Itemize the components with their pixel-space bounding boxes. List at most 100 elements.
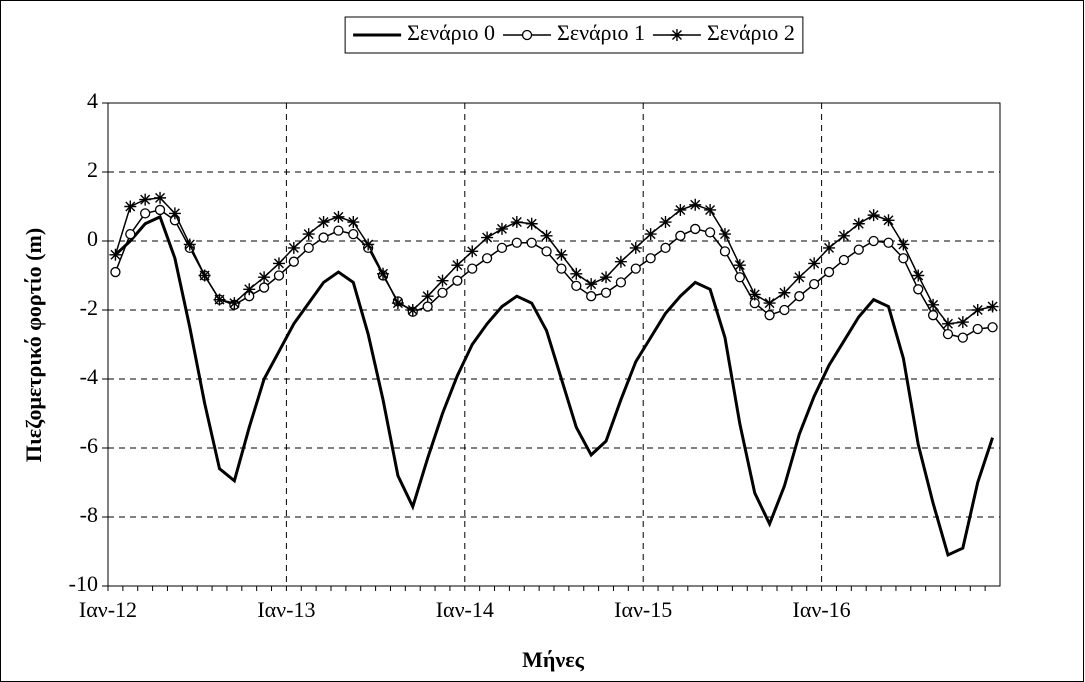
y-tick-label: -6	[80, 433, 98, 458]
marker	[838, 254, 850, 266]
marker	[629, 241, 642, 254]
legend-item: Σενάριο 0	[353, 20, 495, 45]
marker	[525, 217, 538, 230]
marker	[109, 248, 122, 261]
marker	[972, 323, 983, 335]
legend-item: Σενάριο 1	[503, 20, 645, 45]
marker	[183, 238, 196, 251]
marker	[556, 263, 567, 274]
marker	[228, 297, 241, 310]
marker	[867, 209, 880, 222]
marker	[377, 267, 390, 280]
x-tick-label: Ιαν-12	[79, 597, 137, 622]
y-tick-label: -10	[69, 571, 98, 596]
marker	[764, 310, 775, 321]
marker	[139, 193, 152, 206]
marker	[481, 231, 494, 244]
x-axis-title: Μήνες	[522, 647, 584, 672]
marker	[882, 214, 895, 227]
marker	[659, 216, 672, 229]
marker	[883, 237, 894, 248]
y-tick-label: -2	[80, 295, 98, 320]
marker	[541, 246, 552, 257]
marker	[927, 298, 940, 311]
marker	[733, 259, 746, 272]
marker	[660, 242, 671, 254]
marker	[406, 304, 419, 316]
marker	[674, 203, 687, 216]
marker	[897, 238, 910, 251]
marker	[600, 271, 613, 284]
marker	[956, 316, 969, 329]
marker	[198, 269, 211, 282]
marker	[436, 274, 449, 287]
marker	[645, 253, 656, 264]
marker	[778, 286, 791, 299]
marker	[273, 270, 285, 281]
series-line	[114, 214, 994, 558]
marker	[718, 228, 731, 241]
marker	[941, 317, 954, 330]
marker	[287, 241, 300, 254]
marker	[302, 228, 315, 241]
marker	[467, 263, 478, 274]
marker	[421, 290, 434, 303]
marker	[332, 210, 345, 223]
x-tick-label: Ιαν-13	[257, 597, 315, 622]
marker	[570, 267, 583, 280]
y-tick-label: -8	[80, 502, 98, 527]
marker	[670, 29, 683, 41]
marker	[748, 288, 761, 301]
marker	[585, 278, 598, 291]
marker	[675, 230, 686, 241]
y-tick-label: 4	[87, 88, 98, 113]
marker	[258, 271, 271, 284]
marker	[571, 280, 582, 292]
marker	[437, 287, 448, 298]
marker	[794, 291, 805, 302]
marker	[213, 293, 226, 306]
marker	[272, 257, 285, 270]
x-tick-label: Ιαν-16	[793, 597, 851, 622]
marker	[303, 242, 314, 254]
marker	[719, 246, 731, 257]
legend-box	[344, 16, 804, 54]
legend-label: Σενάριο 1	[557, 20, 645, 45]
marker	[971, 304, 984, 316]
marker	[318, 232, 329, 243]
marker	[852, 217, 865, 230]
y-tick-label: -4	[80, 364, 98, 389]
marker	[987, 322, 998, 333]
marker	[495, 222, 508, 235]
marker	[853, 244, 864, 255]
marker	[779, 304, 790, 316]
marker	[927, 310, 939, 321]
marker	[704, 227, 716, 238]
marker	[555, 248, 568, 261]
marker	[540, 229, 553, 242]
marker	[288, 256, 299, 267]
marker	[510, 216, 523, 229]
marker	[333, 225, 344, 236]
y-tick-label: 0	[87, 226, 98, 251]
marker	[630, 263, 641, 274]
marker	[837, 229, 850, 242]
marker	[823, 241, 836, 254]
marker	[317, 216, 330, 229]
x-tick-label: Ιαν-14	[436, 597, 494, 622]
marker	[422, 301, 433, 312]
y-tick-label: 2	[87, 157, 98, 182]
marker	[913, 284, 924, 295]
legend-label: Σενάριο 2	[707, 20, 795, 45]
marker	[154, 191, 167, 204]
marker	[168, 207, 181, 220]
x-tick-label: Ιαν-15	[614, 597, 672, 622]
marker	[763, 297, 776, 310]
marker	[600, 287, 612, 298]
marker	[614, 255, 627, 268]
marker	[690, 223, 701, 235]
marker	[348, 228, 359, 240]
marker	[466, 245, 479, 258]
